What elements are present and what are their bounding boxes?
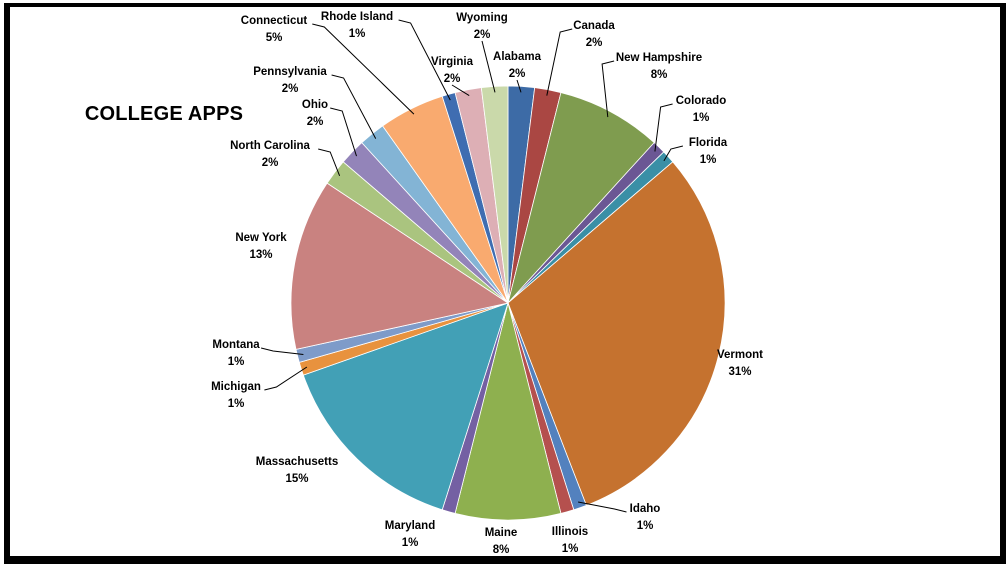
leader-line-rhode-island xyxy=(398,19,451,101)
chart-title: COLLEGE APPS xyxy=(85,103,243,125)
slice-label-massachusetts: Massachusetts xyxy=(256,456,338,468)
slice-value-new-york: 13% xyxy=(249,249,272,261)
slice-value-rhode-island: 1% xyxy=(349,28,366,40)
pie-slice-new-york[interactable] xyxy=(290,182,510,350)
leader-line-virginia xyxy=(451,84,470,97)
leader-line-michigan xyxy=(264,366,308,391)
frame-border-left xyxy=(4,3,10,564)
pie-slice-wyoming[interactable] xyxy=(480,85,509,304)
leader-line-north-carolina xyxy=(318,148,341,176)
slice-value-wyoming: 2% xyxy=(474,29,491,41)
frame-border-top xyxy=(4,3,1006,7)
leader-line-wyoming xyxy=(481,40,496,93)
slice-label-canada: Canada xyxy=(573,20,615,32)
slice-label-vermont: Vermont xyxy=(717,349,763,361)
slice-label-ohio: Ohio xyxy=(302,99,328,111)
slice-label-connecticut: Connecticut xyxy=(241,15,308,27)
slice-value-michigan: 1% xyxy=(228,398,245,410)
slice-value-ohio: 2% xyxy=(307,116,324,128)
slice-value-massachusetts: 15% xyxy=(285,473,308,485)
pie-slice-massachusetts[interactable] xyxy=(302,302,509,511)
slice-label-virginia: Virginia xyxy=(431,56,474,68)
leader-line-new-hampshire xyxy=(601,60,615,118)
slice-value-pennsylvania: 2% xyxy=(282,83,299,95)
slice-label-michigan: Michigan xyxy=(211,381,261,393)
slice-value-new-hampshire: 8% xyxy=(651,69,668,81)
slice-value-canada: 2% xyxy=(586,37,603,49)
slice-value-vermont: 31% xyxy=(728,366,751,378)
frame-border-bottom xyxy=(4,556,1006,564)
slice-label-pennsylvania: Pennsylvania xyxy=(253,66,327,78)
slice-value-alabama: 2% xyxy=(509,68,526,80)
leader-line-canada xyxy=(546,28,573,96)
frame-border-right xyxy=(1000,3,1006,564)
slice-value-north-carolina: 2% xyxy=(262,157,279,169)
leader-line-colorado xyxy=(654,103,673,152)
leader-line-alabama xyxy=(516,79,522,93)
slice-label-illinois: Illinois xyxy=(552,526,588,538)
leader-line-idaho xyxy=(578,501,627,513)
leader-line-montana xyxy=(260,347,304,355)
pie-slice-new-hampshire[interactable] xyxy=(507,92,655,304)
slice-label-montana: Montana xyxy=(212,339,260,351)
slice-label-new-york: New York xyxy=(235,232,287,244)
leader-line-ohio xyxy=(330,107,357,157)
pie-slice-vermont[interactable] xyxy=(507,161,726,506)
slice-label-alabama: Alabama xyxy=(493,51,542,63)
leader-line-florida xyxy=(663,145,684,162)
slice-label-wyoming: Wyoming xyxy=(456,12,508,24)
slice-label-rhode-island: Rhode Island xyxy=(321,11,393,23)
slice-value-florida: 1% xyxy=(700,154,717,166)
slice-label-maine: Maine xyxy=(485,527,518,539)
slice-label-north-carolina: North Carolina xyxy=(230,140,310,152)
slice-value-colorado: 1% xyxy=(693,112,710,124)
slice-value-virginia: 2% xyxy=(444,73,461,85)
slice-value-idaho: 1% xyxy=(637,520,654,532)
slice-value-illinois: 1% xyxy=(562,543,579,555)
slice-label-colorado: Colorado xyxy=(676,95,726,107)
pie-slice-maine[interactable] xyxy=(454,302,562,521)
leader-lines-group xyxy=(260,19,684,513)
slice-value-connecticut: 5% xyxy=(266,32,283,44)
slice-label-maryland: Maryland xyxy=(385,520,436,532)
pie-slices-group xyxy=(290,85,726,521)
leader-line-connecticut xyxy=(312,23,415,115)
slice-value-maryland: 1% xyxy=(402,537,419,549)
slice-label-new-hampshire: New Hampshire xyxy=(616,52,702,64)
slice-label-idaho: Idaho xyxy=(630,503,661,515)
slice-value-montana: 1% xyxy=(228,356,245,368)
slice-value-maine: 8% xyxy=(493,544,510,556)
leader-line-pennsylvania xyxy=(331,74,377,139)
slice-label-florida: Florida xyxy=(689,137,728,149)
